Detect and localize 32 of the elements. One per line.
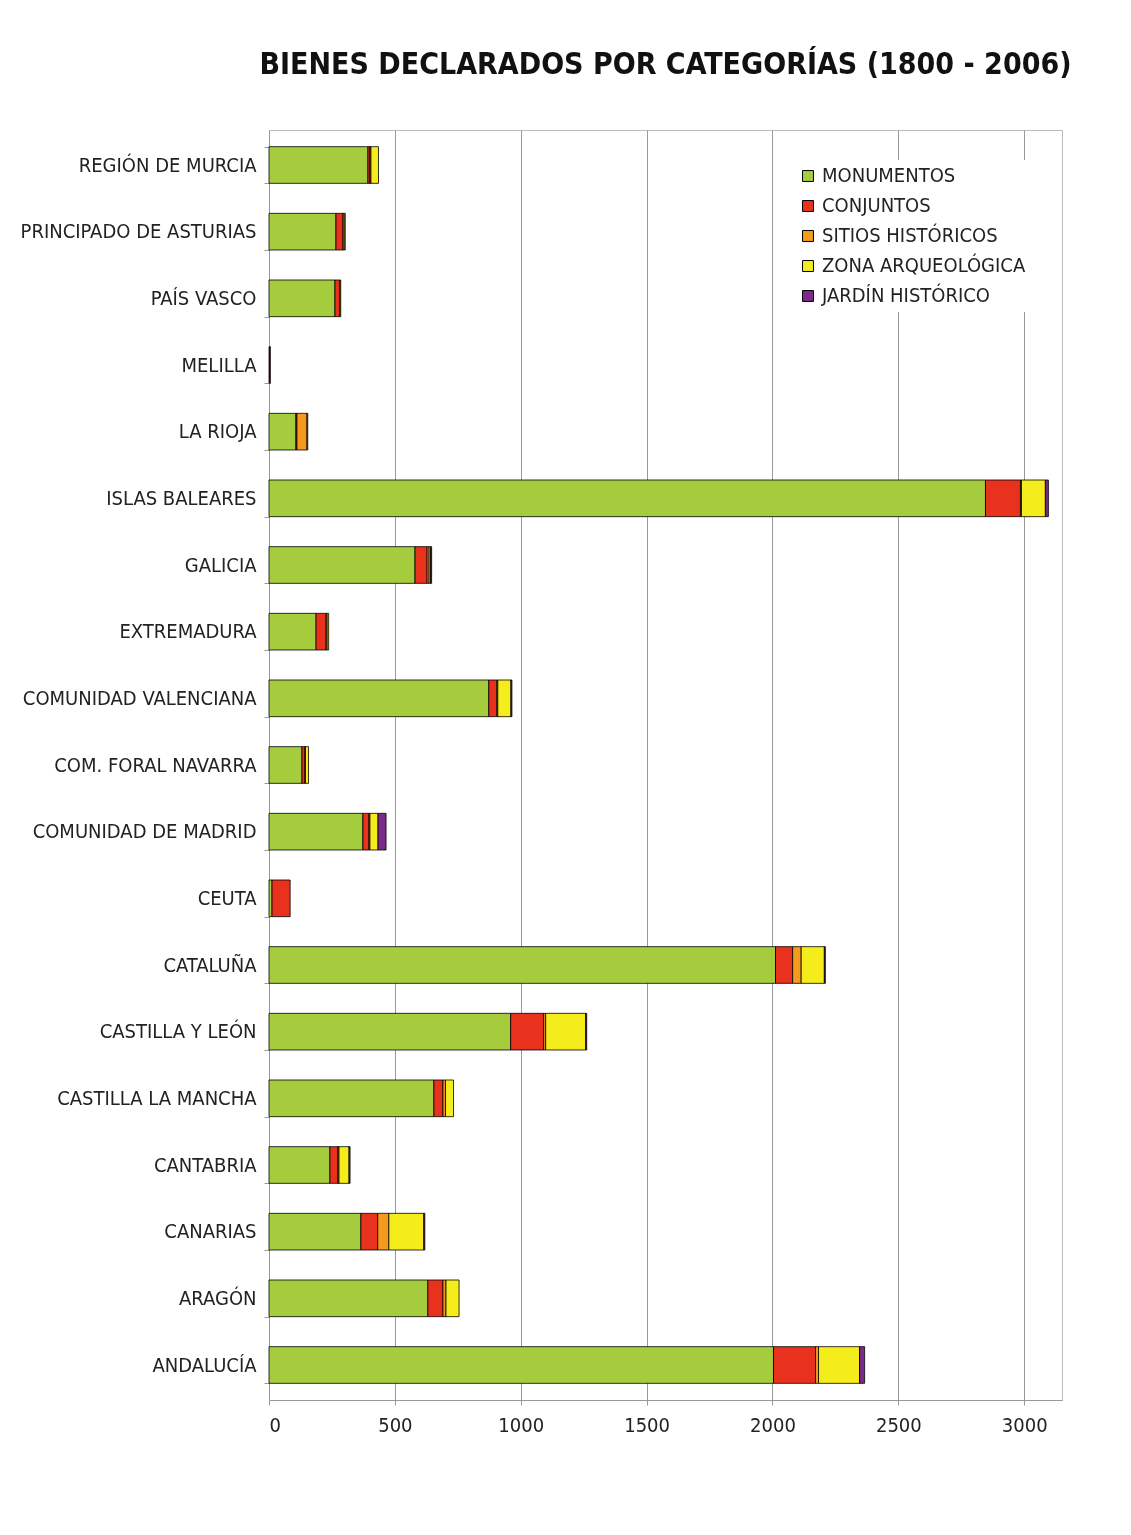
y-tick-label: CANARIAS [164,1219,257,1244]
x-tick-label: 3000 [1001,1412,1048,1437]
legend-label: SITIOS HISTÓRICOS [822,223,998,247]
legend-label: ZONA ARQUEOLÓGICA [822,253,1026,277]
x-tick-label: 2000 [750,1412,796,1437]
y-tick-label: COM. FORAL NAVARRA [54,752,258,777]
y-tick-label: PAÍS VASCO [150,285,257,310]
y-tick-label: CASTILLA Y LEÓN [99,1019,257,1044]
y-tick-label: LA RIOJA [178,419,258,444]
chart-title: BIENES DECLARADOS POR CATEGORÍAS (1800 - 2006) [259,46,1072,81]
legend-label: JARDÍN HISTÓRICO [821,283,991,307]
x-tick-label: 1000 [498,1412,545,1437]
legend-label: MONUMENTOS [822,163,956,187]
y-tick-label: CEUTA [197,885,258,910]
y-tick-label: MELILLA [181,352,258,377]
y-tick-label: EXTREMADURA [119,619,258,644]
x-tick-label: 2500 [875,1412,922,1437]
y-tick-label: CATALUÑA [163,952,258,977]
y-tick-label: ANDALUCÍA [152,1352,258,1377]
x-tick-label: 1500 [624,1412,671,1437]
legend-label: CONJUNTOS [822,193,931,217]
y-tick-label: ARAGÓN [178,1285,257,1310]
x-tick-label: 500 [378,1412,413,1437]
y-tick-label: COMUNIDAD DE MADRID [32,819,257,844]
y-tick-label: REGIÓN DE MURCIA [78,152,258,177]
y-tick-label: CASTILLA LA MANCHA [57,1085,258,1110]
y-tick-label: ISLAS BALEARES [106,485,257,510]
y-tick-label: CANTABRIA [153,1152,258,1177]
y-tick-label: PRINCIPADO DE ASTURIAS [20,219,257,244]
x-tick-label: 0 [269,1412,281,1437]
y-tick-label: COMUNIDAD VALENCIANA [22,685,258,710]
y-tick-label: GALICIA [184,552,258,577]
